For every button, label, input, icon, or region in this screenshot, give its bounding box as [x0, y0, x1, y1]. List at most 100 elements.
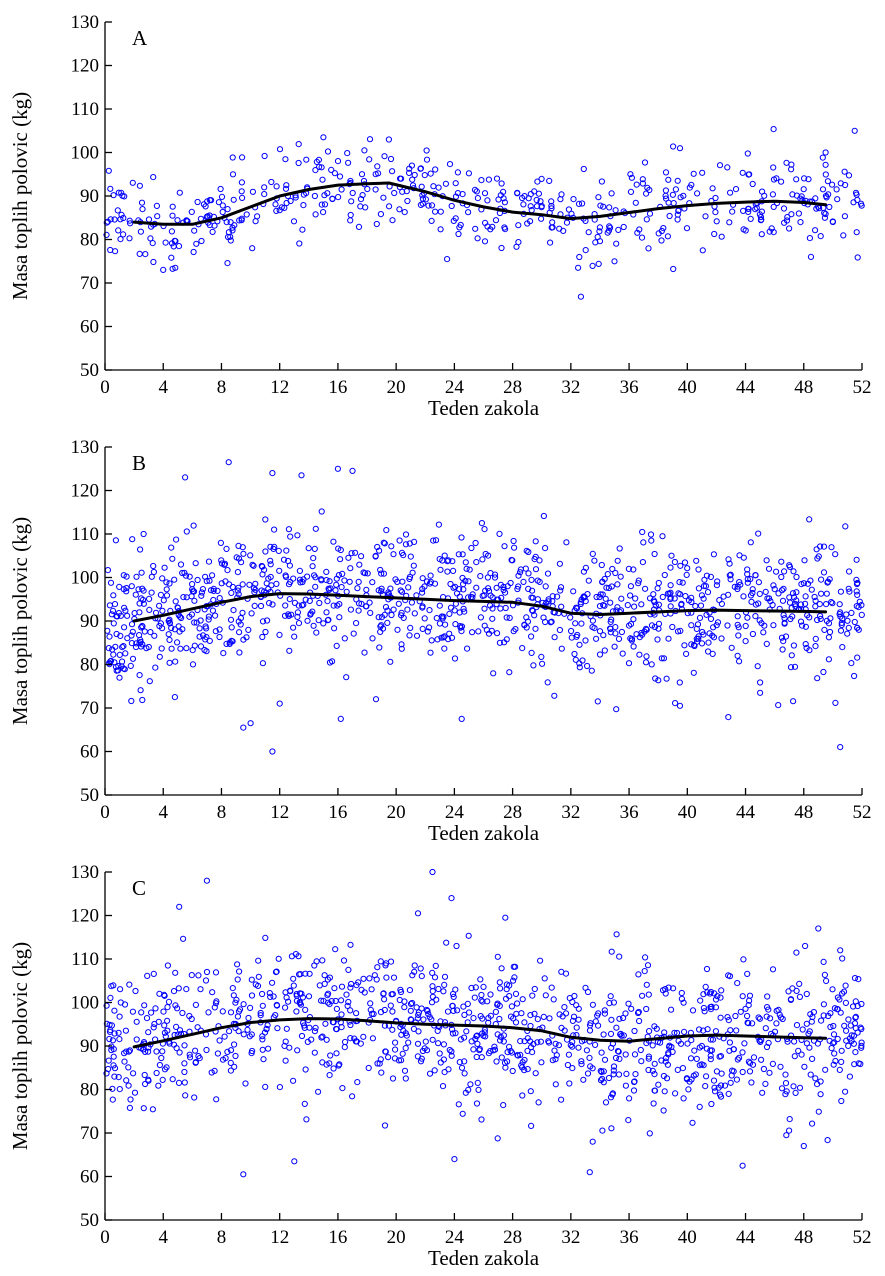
data-point [440, 1056, 447, 1063]
data-point [601, 602, 608, 609]
data-point [115, 1029, 122, 1036]
data-point [600, 632, 607, 639]
data-point [791, 663, 799, 670]
data-point [514, 1000, 521, 1007]
data-point [428, 999, 436, 1006]
x-tick-label: 36 [620, 1227, 639, 1248]
data-point [366, 599, 373, 606]
data-point [426, 1070, 434, 1077]
data-point [599, 591, 606, 598]
data-point [478, 520, 485, 527]
data-point [196, 1055, 203, 1062]
data-point [138, 624, 145, 631]
data-point [570, 1013, 578, 1020]
data-point [162, 239, 169, 246]
data-point [812, 603, 819, 610]
data-point [156, 653, 163, 660]
data-point [609, 565, 616, 573]
data-point [113, 667, 120, 674]
data-point [174, 639, 181, 646]
data-point [269, 601, 276, 608]
data-point [440, 1041, 447, 1048]
data-point [665, 176, 672, 183]
data-point [625, 565, 633, 573]
data-point [795, 1047, 802, 1055]
data-point [836, 601, 843, 608]
data-point [769, 966, 777, 973]
data-point [802, 942, 809, 950]
data-point [319, 957, 326, 964]
data-point [110, 592, 117, 599]
data-point [176, 189, 183, 196]
data-point [454, 190, 461, 197]
data-point [817, 612, 824, 620]
data-point [658, 1057, 665, 1064]
data-point [435, 184, 442, 191]
data-point [111, 216, 118, 223]
data-point [133, 1018, 140, 1025]
data-point [582, 984, 589, 991]
data-point [380, 570, 387, 577]
data-point [235, 584, 242, 591]
data-point [641, 968, 648, 975]
data-point [649, 1067, 656, 1074]
data-point [812, 1075, 819, 1082]
data-point [600, 1031, 607, 1038]
data-point [188, 972, 195, 979]
data-point [477, 614, 484, 621]
data-point [181, 1042, 188, 1049]
data-point [110, 620, 117, 627]
data-point [172, 264, 179, 271]
data-point [451, 1156, 458, 1163]
data-point [226, 1028, 233, 1035]
data-point [335, 194, 342, 201]
data-point [127, 662, 134, 670]
data-point [842, 523, 849, 530]
data-point [699, 169, 706, 176]
data-point [710, 551, 718, 558]
data-point [630, 616, 637, 623]
data-point [110, 1053, 117, 1060]
data-point [428, 202, 436, 209]
data-point [461, 1058, 468, 1065]
data-point [261, 152, 268, 160]
data-point [837, 588, 845, 595]
data-point [110, 192, 117, 199]
data-point [142, 1080, 149, 1088]
data-point [381, 611, 388, 619]
data-point [727, 576, 734, 583]
data-point [709, 1036, 717, 1043]
data-point [224, 206, 231, 213]
data-point [800, 1142, 807, 1150]
data-point [268, 178, 275, 186]
data-point [485, 1050, 492, 1057]
data-point [818, 576, 825, 583]
data-point [586, 1022, 594, 1029]
data-point [116, 674, 123, 681]
data-point [783, 159, 790, 166]
data-point [222, 1055, 229, 1062]
data-point [664, 1061, 672, 1068]
data-point [329, 658, 336, 665]
data-point [259, 1033, 266, 1040]
data-point [596, 651, 604, 658]
data-point [186, 573, 193, 580]
data-point [172, 1002, 179, 1009]
data-point [782, 1071, 789, 1078]
data-point [402, 531, 410, 538]
data-point [429, 868, 436, 876]
data-point [434, 636, 441, 643]
data-point [853, 588, 860, 595]
data-point [389, 991, 396, 998]
data-point [262, 516, 269, 523]
data-point [740, 956, 747, 963]
data-point [281, 612, 289, 619]
data-point [517, 1038, 524, 1045]
data-point [845, 1042, 852, 1050]
data-point [127, 1096, 134, 1103]
data-point [583, 1047, 591, 1054]
data-point [674, 1066, 681, 1074]
data-point [336, 173, 344, 180]
data-point [389, 1008, 396, 1015]
data-point [761, 622, 768, 629]
